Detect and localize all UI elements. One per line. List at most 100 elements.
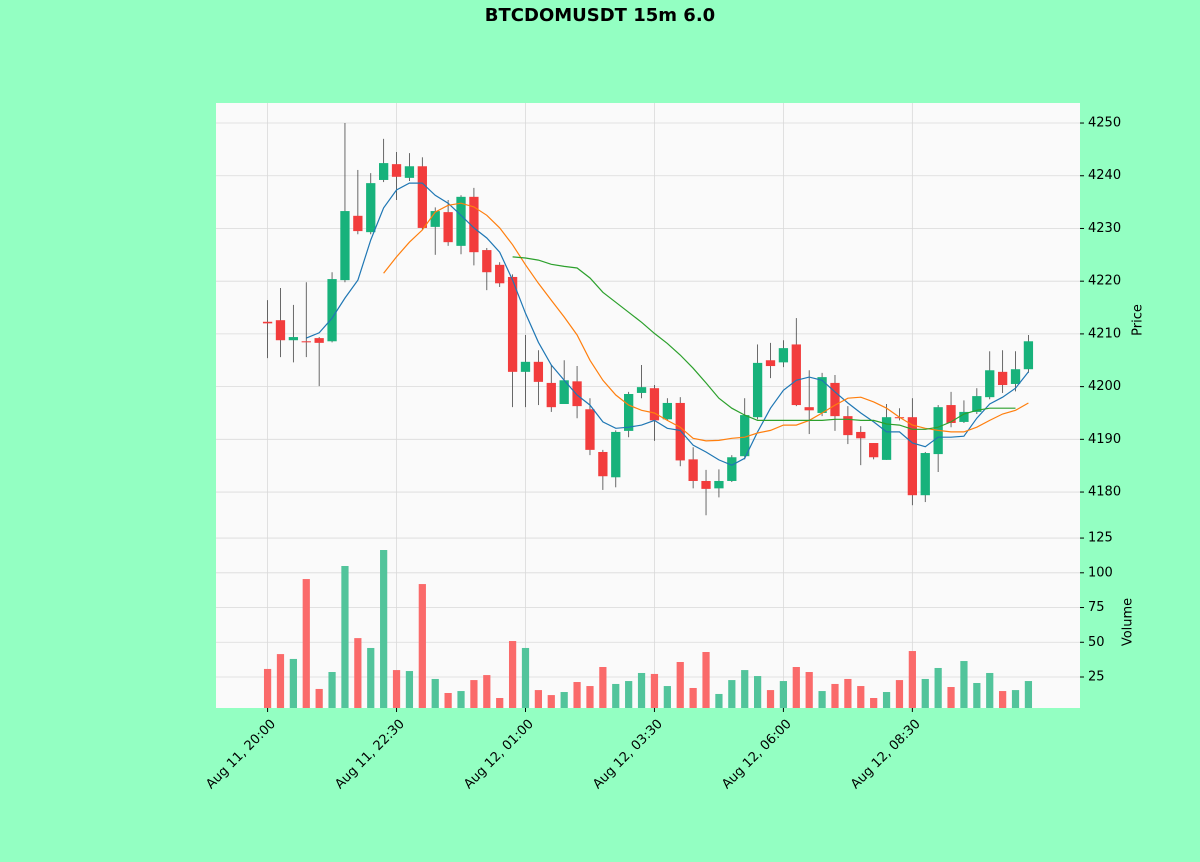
volume-bar xyxy=(857,686,865,708)
volume-bar xyxy=(805,672,813,708)
volume-bar xyxy=(573,682,581,708)
candle-body xyxy=(727,457,737,481)
y-tick-label: 4240 xyxy=(1088,168,1121,183)
volume-bar xyxy=(689,687,697,708)
volume-bar xyxy=(431,678,439,708)
volume-axis-label: Volume xyxy=(1121,598,1136,646)
candle-body xyxy=(907,417,918,496)
volume-bar xyxy=(302,579,310,708)
candle-body xyxy=(443,212,453,243)
candle-body xyxy=(881,417,892,460)
volume-bar xyxy=(483,675,491,708)
candle-body xyxy=(507,276,518,372)
chart-title: BTCDOMUSDT 15m 6.0 xyxy=(485,5,715,26)
x-tick-label: Aug 12, 01:00 xyxy=(461,717,537,793)
candle-body xyxy=(598,451,608,477)
candle-body xyxy=(959,411,969,422)
candle-body xyxy=(920,453,930,496)
volume-bar xyxy=(508,641,517,708)
volume-bar xyxy=(986,672,994,708)
candle-body xyxy=(830,382,840,417)
volume-bar xyxy=(702,652,710,708)
volume-bar xyxy=(289,658,297,708)
candle-body xyxy=(417,166,427,228)
candle-body xyxy=(559,380,569,405)
volume-bar xyxy=(999,691,1007,708)
y-tick-label: 4250 xyxy=(1088,116,1121,131)
volume-bar xyxy=(444,692,452,708)
candle-body xyxy=(636,387,647,393)
candle-body xyxy=(1023,341,1034,370)
candle-body xyxy=(843,416,853,436)
volume-bar xyxy=(895,680,904,708)
volume-bar xyxy=(792,667,800,708)
x-tick-label: Aug 11, 22:30 xyxy=(332,717,408,793)
volume-bar xyxy=(341,565,349,708)
candle-body xyxy=(262,321,273,324)
candle-body xyxy=(288,337,299,341)
candle-body xyxy=(649,388,660,421)
volume-bar xyxy=(418,584,426,708)
volume-bar xyxy=(663,686,671,708)
candle-body xyxy=(791,344,801,406)
volume-bar xyxy=(263,668,272,708)
moving-average-line xyxy=(383,202,1029,442)
x-tick-label: Aug 12, 03:30 xyxy=(590,717,666,793)
candle-body xyxy=(585,409,595,450)
moving-average-line xyxy=(512,256,1016,430)
volume-bar xyxy=(380,550,388,708)
volume-bar xyxy=(586,686,594,708)
candle-body xyxy=(869,443,879,458)
volume-bar xyxy=(715,693,723,708)
volume-bar xyxy=(960,661,968,708)
candle-body xyxy=(366,183,376,233)
volume-bar xyxy=(457,691,465,708)
volume-bar xyxy=(1011,690,1020,708)
x-tick-label: Aug 12, 06:00 xyxy=(719,717,795,793)
y-tick-label: 4230 xyxy=(1088,221,1121,236)
candle-body xyxy=(495,264,505,284)
y-tick-label: 50 xyxy=(1088,635,1105,650)
candle-body xyxy=(701,480,711,489)
candle-body xyxy=(662,402,672,420)
candle-body xyxy=(946,405,956,423)
volume-bar xyxy=(547,695,555,708)
candle-body xyxy=(533,361,544,382)
y-tick-label: 4190 xyxy=(1088,432,1121,447)
volume-bar xyxy=(405,671,414,708)
candle-body xyxy=(482,250,492,273)
candle-body xyxy=(391,164,402,177)
volume-bar xyxy=(882,692,891,708)
candle-body xyxy=(675,402,685,461)
price-panel xyxy=(216,103,1080,530)
volume-bar xyxy=(818,691,826,708)
x-tick-label: Aug 11, 20:00 xyxy=(203,717,279,793)
volume-bar xyxy=(599,667,607,708)
volume-bar xyxy=(779,681,788,708)
volume-bar xyxy=(947,687,955,708)
volume-bar xyxy=(470,680,478,708)
candle-body xyxy=(817,377,827,413)
moving-average-line xyxy=(306,182,1029,466)
volume-bar xyxy=(921,678,929,708)
volume-bar xyxy=(392,670,401,708)
y-tick-label: 25 xyxy=(1088,670,1105,685)
candle-body xyxy=(469,196,479,253)
candle-body xyxy=(688,459,698,481)
candle-body xyxy=(611,431,621,478)
candle-body xyxy=(301,341,311,343)
y-tick-label: 100 xyxy=(1088,565,1113,580)
volume-bar xyxy=(728,680,736,708)
volume-bar xyxy=(844,678,852,708)
y-tick-label: 4220 xyxy=(1088,274,1121,289)
y-tick-label: 4210 xyxy=(1088,326,1121,341)
candle-body xyxy=(752,362,763,418)
candle-body xyxy=(327,279,337,342)
volume-bar xyxy=(934,667,942,708)
volume-bar xyxy=(973,682,981,708)
volume-bar xyxy=(315,688,323,708)
candle-body xyxy=(765,360,776,367)
candle-body xyxy=(430,211,440,227)
volume-bar xyxy=(521,647,530,708)
